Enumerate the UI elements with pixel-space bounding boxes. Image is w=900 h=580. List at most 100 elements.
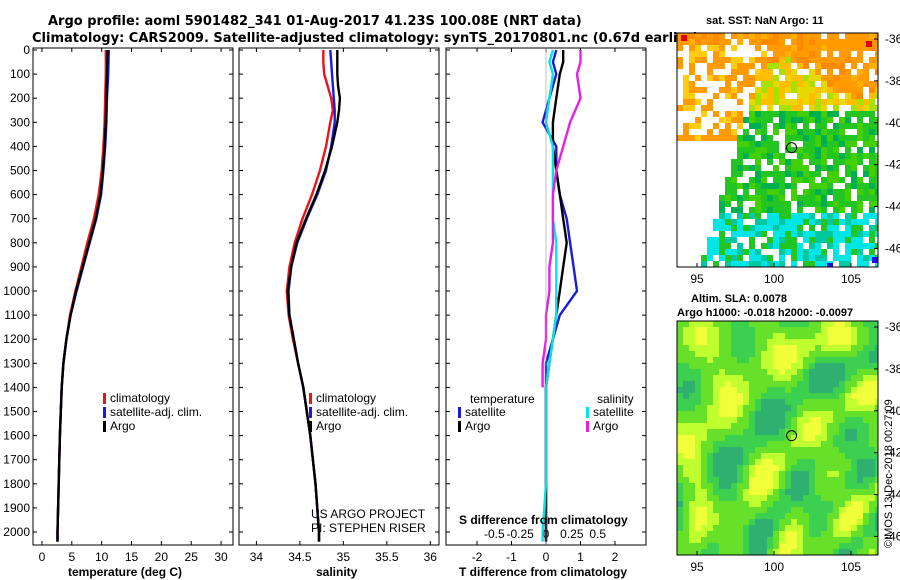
map-cell — [815, 513, 821, 519]
map-cell — [821, 63, 827, 69]
map-cell — [869, 375, 875, 381]
map-cell — [785, 471, 791, 477]
map-cell — [797, 345, 803, 351]
map-cell — [689, 531, 695, 537]
map-cell — [707, 321, 713, 327]
map-cell — [749, 495, 755, 501]
map-cell — [695, 363, 701, 369]
map-cell — [779, 249, 785, 255]
map-cell — [713, 393, 719, 399]
map-cells — [677, 321, 878, 555]
map-cell — [767, 213, 773, 219]
map-cell — [791, 387, 797, 393]
map-cell — [809, 201, 815, 207]
map-cell — [743, 495, 749, 501]
map-cell — [857, 447, 863, 453]
map-cell — [827, 495, 833, 501]
map-cell — [695, 369, 701, 375]
map-cell — [701, 423, 707, 429]
map-cell — [713, 489, 719, 495]
map-cell — [707, 477, 713, 483]
map-cell — [755, 249, 761, 255]
y-tick-label: 1100 — [4, 308, 30, 322]
map-cell — [701, 525, 707, 531]
map-cell — [761, 387, 767, 393]
map-cell — [875, 519, 878, 525]
map-cell — [869, 369, 875, 375]
map-cell — [857, 135, 863, 141]
map-cell — [821, 123, 827, 129]
map-cell — [845, 39, 851, 45]
map-cell — [695, 387, 701, 393]
map-cell — [869, 195, 875, 201]
map-cell — [863, 453, 869, 459]
map-cell — [731, 387, 737, 393]
map-cell — [863, 495, 869, 501]
map-cell — [857, 369, 863, 375]
map-cell — [761, 219, 767, 225]
map-cell — [863, 411, 869, 417]
map-cell — [833, 537, 839, 543]
map-cell — [689, 489, 695, 495]
map-cell — [761, 99, 767, 105]
map-cell — [719, 495, 725, 501]
map-cell — [839, 435, 845, 441]
map-cell — [767, 543, 773, 549]
map-cell — [863, 507, 869, 513]
map-cell — [725, 189, 731, 195]
map-cell — [773, 189, 779, 195]
map-cell — [707, 519, 713, 525]
map-cell — [713, 75, 719, 81]
map-cell — [743, 189, 749, 195]
map-cell — [725, 453, 731, 459]
map-cell — [833, 339, 839, 345]
map-cell — [845, 369, 851, 375]
map-cell — [725, 123, 731, 129]
map-cell — [821, 189, 827, 195]
map-cell — [863, 243, 869, 249]
map-cell — [707, 369, 713, 375]
x-tick-label: 1 — [577, 550, 584, 564]
map-cell — [737, 423, 743, 429]
map-cell — [773, 447, 779, 453]
map-cell — [797, 165, 803, 171]
map-cell — [863, 489, 869, 495]
map-cell — [773, 417, 779, 423]
map-cell — [767, 549, 773, 555]
map-cell — [713, 225, 719, 231]
map-cell — [797, 489, 803, 495]
map-cell — [749, 339, 755, 345]
map-cell — [719, 369, 725, 375]
map-cell — [857, 495, 863, 501]
map-cell — [875, 213, 878, 219]
map-cell — [869, 177, 875, 183]
map-cell — [773, 93, 779, 99]
map-cell — [875, 57, 878, 63]
map-cell — [719, 441, 725, 447]
map-cell — [803, 99, 809, 105]
map-cell — [737, 363, 743, 369]
map-cell — [815, 549, 821, 555]
map-cell — [857, 507, 863, 513]
map-cell — [737, 99, 743, 105]
map-cell — [791, 531, 797, 537]
map-cell — [677, 429, 683, 435]
map-cell — [695, 519, 701, 525]
map-cell — [737, 201, 743, 207]
map-cell — [677, 369, 683, 375]
map-cell — [803, 477, 809, 483]
map-cell — [875, 87, 878, 93]
map-cell — [875, 429, 878, 435]
map-cell — [815, 519, 821, 525]
map-cell — [683, 123, 689, 129]
map-cell — [767, 153, 773, 159]
y-tick-label: 700 — [10, 212, 30, 226]
map-cell — [833, 177, 839, 183]
map-cell — [857, 453, 863, 459]
lon-tick-label: 100 — [764, 560, 784, 574]
map-cell — [863, 81, 869, 87]
sla-map-title-1: Altim. SLA: 0.0078 — [691, 293, 787, 305]
map-cell — [839, 507, 845, 513]
map-cell — [713, 135, 719, 141]
map-cell — [701, 351, 707, 357]
